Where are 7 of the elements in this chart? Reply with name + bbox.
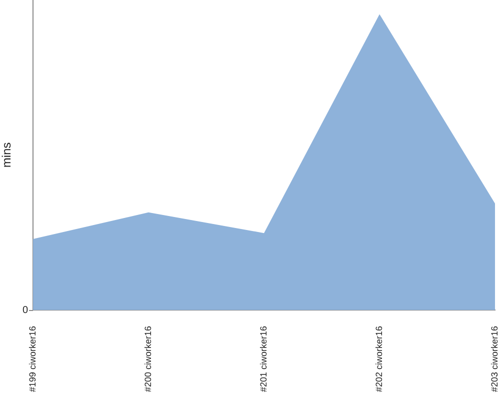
text: 0 — [22, 304, 28, 316]
y-axis-title: mins — [0, 142, 14, 168]
x-tick-label: #201 ciworker16 — [258, 326, 268, 392]
x-tick-label: #199 ciworker16 — [27, 326, 38, 392]
x-tick-label: #200 ciworker16 — [142, 326, 153, 392]
x-tick-label: #203 ciworker16 — [489, 326, 500, 392]
x-tick-label: #202 ciworker16 — [374, 326, 384, 392]
